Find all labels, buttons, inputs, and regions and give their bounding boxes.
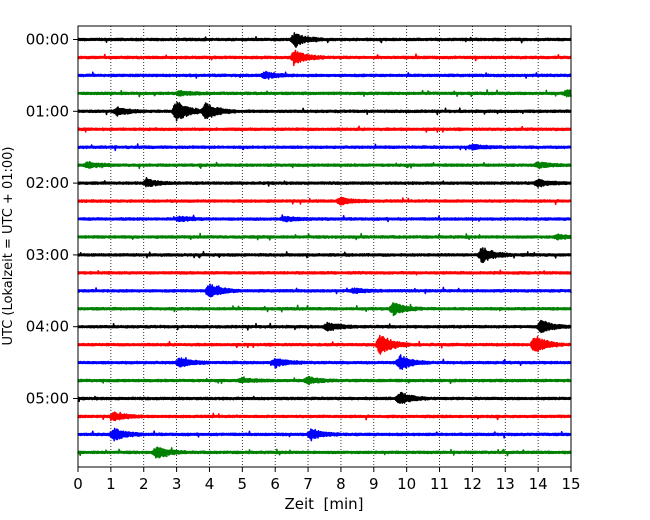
trace-0515 (77, 411, 572, 422)
trace-0015 (77, 49, 572, 67)
trace-0145 (77, 160, 572, 170)
y-tick-label-5: 05:00 (26, 390, 69, 408)
x-tick-label-11: 11 (430, 475, 449, 493)
x-tick-label-10: 10 (397, 475, 416, 493)
y-tick-label-1: 01:00 (26, 102, 69, 120)
trace-0100 (77, 101, 572, 122)
x-tick-label-12: 12 (463, 475, 482, 493)
trace-0245 (77, 232, 572, 241)
trace-0130 (77, 143, 572, 152)
y-tick-label-4: 04:00 (26, 318, 69, 336)
x-tick-label-1: 1 (106, 475, 116, 493)
x-axis-ticks: 0 1 2 3 4 5 6 7 8 9 10 11 12 13 14 15 (73, 467, 581, 493)
trace-0030 (77, 70, 572, 80)
x-tick-label-4: 4 (205, 475, 215, 493)
y-tick-label-0: 00:00 (26, 31, 69, 49)
trace-0315 (77, 269, 572, 276)
x-tick-label-3: 3 (172, 475, 182, 493)
trace-0200 (77, 177, 572, 188)
x-tick-label-7: 7 (303, 475, 313, 493)
trace-0415 (77, 334, 572, 355)
trace-0345 (77, 302, 572, 317)
trace-0115 (77, 125, 572, 133)
trace-0545 (77, 446, 572, 459)
x-tick-label-15: 15 (561, 475, 580, 493)
x-tick-label-2: 2 (139, 475, 149, 493)
plot-frame (77, 25, 572, 468)
trace-0445 (77, 375, 572, 386)
trace-0400 (77, 319, 572, 334)
y-axis-ticks: 00:00 01:00 02:00 03:00 04:00 05:00 (26, 31, 78, 408)
trace-0300 (77, 247, 572, 264)
trace-0430 (77, 354, 572, 371)
trace-0045 (77, 89, 572, 98)
trace-0330 (77, 283, 572, 298)
x-tick-label-6: 6 (270, 475, 280, 493)
x-axis-label: Zeit [min] (284, 495, 363, 513)
y-tick-label-2: 02:00 (26, 174, 69, 192)
seismogram-traces (77, 32, 572, 459)
trace-0230 (77, 214, 572, 223)
trace-0500 (77, 391, 572, 404)
x-tick-label-8: 8 (336, 475, 346, 493)
trace-0000 (77, 32, 572, 49)
x-tick-label-13: 13 (496, 475, 515, 493)
x-tick-label-0: 0 (73, 475, 83, 493)
x-tick-label-9: 9 (369, 475, 379, 493)
x-tick-label-14: 14 (529, 475, 548, 493)
trace-0530 (77, 427, 572, 442)
x-tick-label-5: 5 (238, 475, 248, 493)
trace-0215 (77, 196, 572, 206)
y-tick-label-3: 03:00 (26, 246, 69, 264)
y-axis-label: UTC (Lokalzeit = UTC + 01:00) (1, 147, 16, 346)
